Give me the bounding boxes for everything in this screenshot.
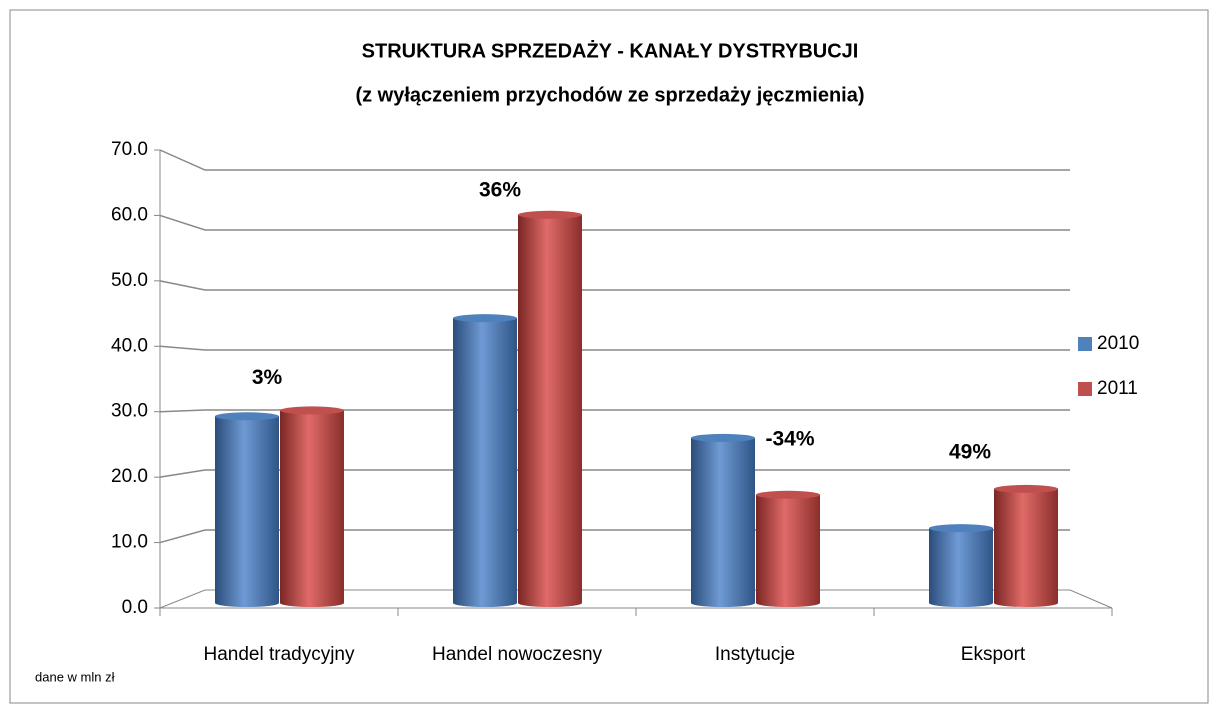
x-tick-label: Eksport bbox=[961, 644, 1026, 665]
grid-line bbox=[159, 345, 1070, 351]
bar-top bbox=[691, 433, 755, 442]
y-tick-label: 40.0 bbox=[111, 335, 148, 356]
bar bbox=[518, 214, 582, 603]
y-tick-label: 60.0 bbox=[111, 204, 148, 225]
x-tick-label: Handel tradycyjny bbox=[203, 644, 355, 665]
bar-top bbox=[756, 490, 820, 499]
bar bbox=[994, 488, 1058, 603]
legend-label: 2010 bbox=[1097, 333, 1139, 354]
legend-label: 2011 bbox=[1097, 378, 1138, 399]
annotation: 49% bbox=[949, 440, 991, 463]
chart-title: STRUKTURA SPRZEDAŻY - KANAŁY DYSTRYBUCJI bbox=[362, 39, 859, 62]
floor bbox=[159, 589, 1113, 609]
note: dane w mln zł bbox=[35, 669, 115, 684]
bar-top bbox=[453, 314, 517, 323]
legend-swatch bbox=[1078, 382, 1092, 396]
bar-top bbox=[994, 484, 1058, 493]
y-tick-label: 0.0 bbox=[122, 597, 148, 618]
bar-top bbox=[518, 210, 582, 219]
x-tick-label: Instytucje bbox=[715, 644, 795, 665]
y-tick-label: 20.0 bbox=[111, 466, 148, 487]
y-tick-label: 10.0 bbox=[111, 532, 148, 553]
y-tick-label: 70.0 bbox=[111, 139, 148, 160]
chart-subtitle: (z wyłączeniem przychodów ze sprzedaży j… bbox=[355, 84, 864, 106]
y-tick-label: 50.0 bbox=[111, 270, 148, 291]
annotation: 3% bbox=[252, 366, 283, 389]
legend-swatch bbox=[1078, 337, 1092, 351]
bar bbox=[453, 318, 517, 603]
grid-line bbox=[159, 214, 1070, 231]
x-tick-label: Handel nowoczesny bbox=[432, 644, 603, 665]
annotation: 36% bbox=[479, 178, 521, 201]
grid-line bbox=[159, 409, 1070, 413]
grid-line bbox=[159, 469, 1070, 478]
grid-line bbox=[159, 280, 1070, 291]
grid-line bbox=[159, 149, 1070, 171]
y-tick-label: 30.0 bbox=[111, 401, 148, 422]
bar bbox=[280, 410, 344, 603]
bar bbox=[691, 437, 755, 603]
bar-top bbox=[280, 406, 344, 415]
bar-top bbox=[929, 524, 993, 533]
bar-top bbox=[215, 412, 279, 421]
bar bbox=[756, 494, 820, 603]
bar bbox=[929, 528, 993, 603]
bar bbox=[215, 416, 279, 603]
annotation: -34% bbox=[765, 427, 814, 450]
